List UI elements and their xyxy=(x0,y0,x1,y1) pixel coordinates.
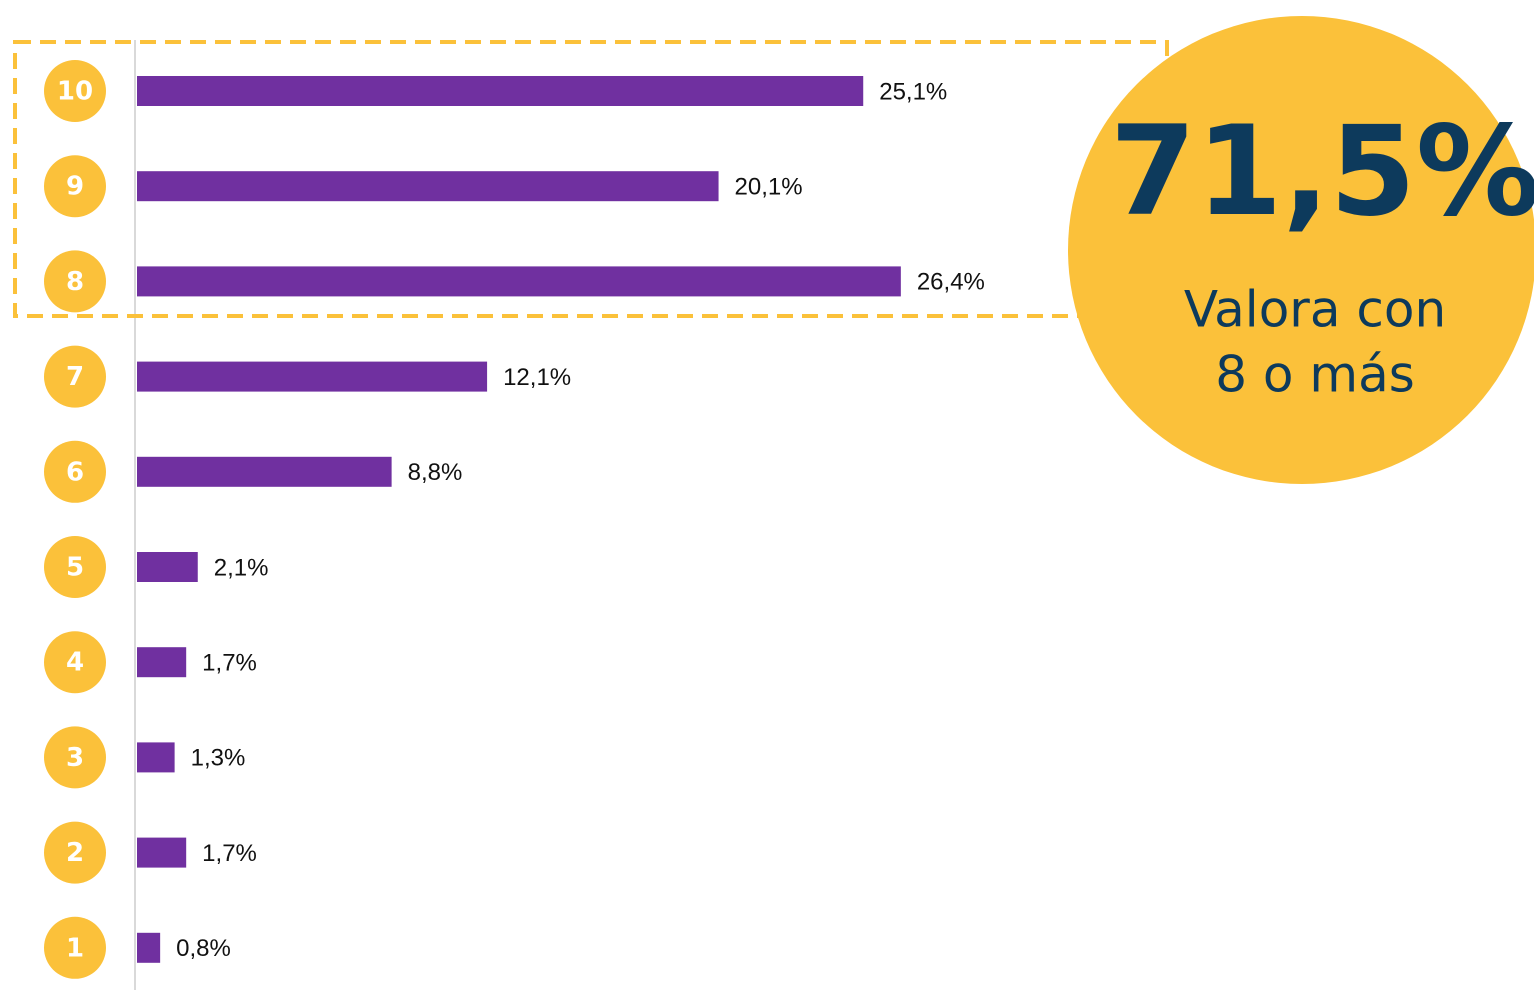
category-badge xyxy=(44,726,106,789)
y-tick-label: 8 xyxy=(66,267,84,297)
category-badge xyxy=(44,155,106,218)
bar xyxy=(137,932,161,963)
bar xyxy=(137,171,719,202)
value-label: 2,1% xyxy=(214,554,269,581)
value-label: 1,3% xyxy=(191,745,246,772)
y-tick-label: 2 xyxy=(66,838,84,868)
bar xyxy=(137,361,488,392)
y-tick-label: 6 xyxy=(66,457,84,487)
value-label: 8,8% xyxy=(408,459,463,486)
bar xyxy=(137,456,392,487)
bar xyxy=(137,837,187,868)
category-badge xyxy=(44,631,106,694)
bar xyxy=(137,647,187,678)
value-label: 1,7% xyxy=(202,840,257,867)
category-badge xyxy=(44,250,106,313)
value-label: 25,1% xyxy=(879,78,947,105)
summary-text: Valora con xyxy=(1184,281,1446,339)
summary-text: 8 o más xyxy=(1215,346,1415,404)
bar xyxy=(137,742,175,773)
category-badge xyxy=(44,821,106,884)
category-badge xyxy=(44,536,106,598)
value-label: 12,1% xyxy=(503,364,571,391)
value-label: 26,4% xyxy=(917,269,985,296)
category-badge xyxy=(44,440,106,503)
summary-circle xyxy=(1068,16,1534,484)
y-tick-label: 7 xyxy=(66,362,84,392)
category-badge xyxy=(44,60,106,122)
category-badge xyxy=(44,345,106,408)
y-tick-label: 1 xyxy=(66,933,84,963)
bar xyxy=(137,552,198,582)
summary-value: 71,5% xyxy=(1110,100,1534,244)
value-label: 1,7% xyxy=(202,650,257,677)
value-label: 0,8% xyxy=(176,935,231,962)
y-tick-label: 9 xyxy=(66,172,84,202)
y-tick-label: 3 xyxy=(66,743,84,773)
value-label: 20,1% xyxy=(735,174,803,201)
y-tick-label: 4 xyxy=(66,648,84,678)
bar xyxy=(137,266,901,297)
y-tick-label: 5 xyxy=(66,553,84,583)
y-tick-label: 10 xyxy=(57,77,93,107)
bar xyxy=(137,76,864,106)
category-badge xyxy=(44,916,106,979)
